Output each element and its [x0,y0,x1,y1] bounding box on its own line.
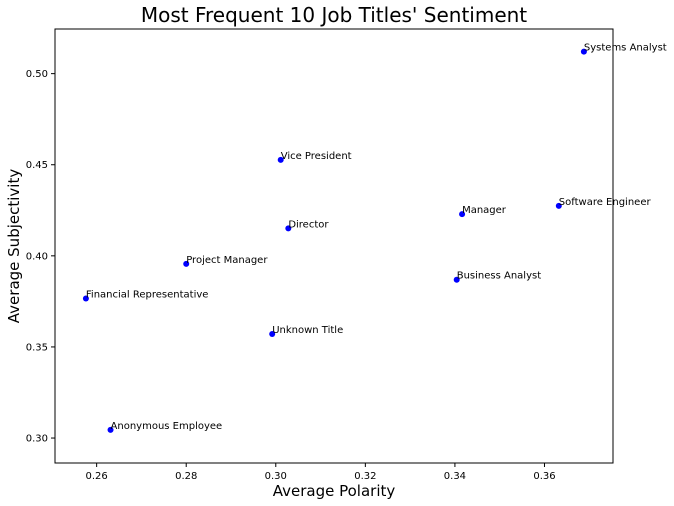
y-tick-label: 0.40 [26,251,48,262]
x-tick-label: 0.30 [265,471,287,482]
point-label: Unknown Title [272,325,343,336]
y-tick-label: 0.30 [26,434,48,445]
y-tick-label: 0.35 [26,342,48,353]
point-label: Financial Representative [86,289,209,300]
point-label: Manager [462,205,507,216]
data-point [107,426,114,433]
data-point [555,202,562,209]
plot-area: 0.26 0.28 0.30 0.32 0.34 0.36 0.30 0.35 0.40 0.45… [26,28,667,482]
plot-frame [54,28,614,464]
x-tick-label: 0.32 [354,471,376,482]
data-point [580,48,587,55]
data-point [269,331,276,338]
point-label: Director [288,219,329,230]
x-axis-label: Average Polarity [273,482,396,500]
x-tick-label: 0.26 [86,471,108,482]
data-point [459,211,466,218]
y-tick-label: 0.50 [26,69,48,80]
chart-title: Most Frequent 10 Job Titles' Sentiment [141,3,527,27]
data-point [453,276,460,283]
data-point [277,156,284,163]
point-label: Vice President [281,151,352,162]
point-label: Systems Analyst [584,43,667,54]
x-tick-label: 0.28 [175,471,197,482]
point-label: Business Analyst [457,271,541,282]
point-label: Software Engineer [559,197,652,208]
y-axis-label: Average Subjectivity [5,169,23,324]
x-tick-label: 0.34 [444,471,466,482]
point-label: Project Manager [186,255,268,266]
point-label: Anonymous Employee [111,421,223,432]
y-tick-label: 0.45 [26,160,48,171]
data-point [82,295,89,302]
x-tick-label: 0.36 [533,471,555,482]
data-point [183,260,190,267]
data-point [285,225,292,232]
